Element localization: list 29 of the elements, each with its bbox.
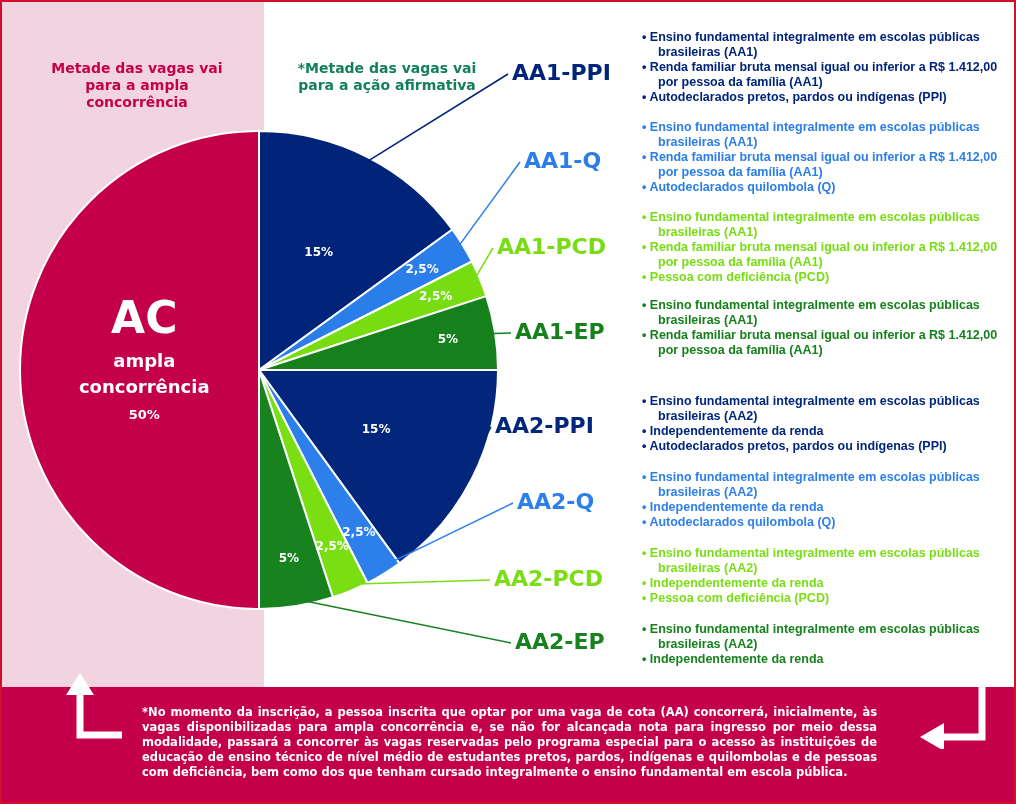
slice-label: AA2-Q <box>517 488 595 514</box>
data-label: 2,5% <box>342 525 376 540</box>
text: • Ensino fundamental integralmente em escolas públicas brasileiras (AA1) • Renda familiar bruta mensal igual ou inferior a R$ 1.412,00 por pessoa da família (AA1) <box>642 298 999 358</box>
text: • Ensino fundamental integralmente em escolas públicas brasileiras (AA2) • Independentemente da renda • Autodeclarados pretos, pardos ou indígenas (PPI) <box>642 394 981 454</box>
text: • Ensino fundamental integralmente em escolas públicas brasileiras (AA2) • Independentemente da renda • Pessoa com deficiência (PCD) <box>642 546 981 606</box>
data-label: 2,5% <box>419 288 453 303</box>
slice-label: AA2-PCD <box>494 565 604 591</box>
slice-label: AA1-PPI <box>512 59 611 85</box>
slice-label: AA2-EP <box>515 628 605 654</box>
text: • Ensino fundamental integralmente em escolas públicas brasileiras (AA1) • Renda familiar bruta mensal igual ou inferior a R$ 1.412,00 por pessoa da família (AA1) • Autodeclarados quilombola (Q) <box>642 120 999 195</box>
text: • Ensino fundamental integralmente em escolas públicas brasileiras (AA1) • Renda familiar bruta mensal igual ou inferior a R$ 1.412,00 por pessoa da família (AA1) • Autodeclarados pretos, pardos ou indígenas (PPI) <box>642 30 999 105</box>
slice-label: AA1-EP <box>515 318 605 344</box>
slice-label: AC <box>111 292 178 344</box>
text: *Metade das vagas vai para a ação afirmativa <box>296 60 478 94</box>
text: Metade das vagas vai para a ampla concorrência <box>50 60 224 111</box>
text: ampla concorrência <box>78 349 210 397</box>
data-label: 50% <box>128 407 160 423</box>
data-label: 15% <box>304 245 334 259</box>
slice-label: AA2-PPI <box>495 412 594 438</box>
text: • Ensino fundamental integralmente em escolas públicas brasileiras (AA1) • Renda familiar bruta mensal igual ou inferior a R$ 1.412,00 por pessoa da família (AA1) • Pessoa com deficiência (PCD) <box>642 210 999 285</box>
slice-label: AA1-PCD <box>497 233 607 259</box>
text: • Ensino fundamental integralmente em escolas públicas brasileiras (AA2) • Independentemente da renda • Autodeclarados quilombola (Q) <box>642 470 981 530</box>
text: *No momento da inscrição, a pessoa inscrita que optar por uma vaga de cota (AA) concorrerá, inicialmente, às vagas disponibilizadas para ampla concorrência e, se não for alcançada nota para ingresso por meio dessa modalidade, passará a concorrer às vagas reservadas pelo programa especial para o acesso às instituições de educação de ensino técnico de nível médio de estudantes pretos, pardos, indígenas e quilombolas e de pessoas com deficiência, bem como dos que tenham cursado integralmente o ensino fundamental em escola pública. <box>142 705 877 780</box>
data-label: 5% <box>278 550 300 565</box>
data-label: 5% <box>437 332 459 347</box>
data-label: 2,5% <box>405 262 439 277</box>
text: • Ensino fundamental integralmente em escolas públicas brasileiras (AA2) • Independentemente da renda <box>642 622 981 667</box>
data-label: 15% <box>361 421 391 436</box>
slice-label: AA1-Q <box>524 147 602 173</box>
